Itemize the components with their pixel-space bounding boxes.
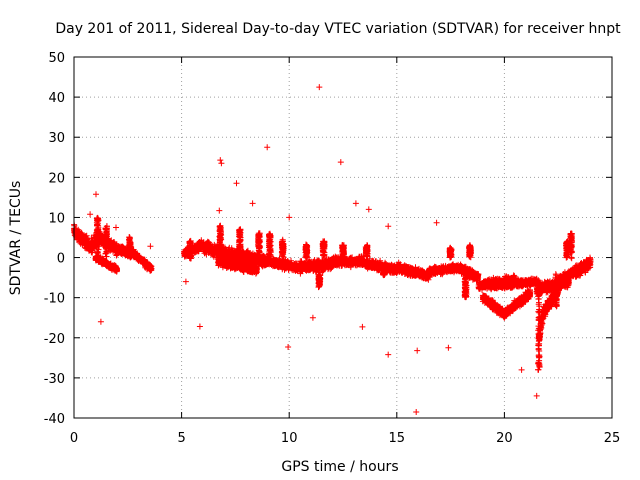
data-point: [83, 236, 90, 243]
chart-title: Day 201 of 2011, Sidereal Day-to-day VTE…: [55, 21, 621, 37]
data-point: [78, 235, 85, 242]
data-point: [115, 247, 122, 254]
data-point: [88, 244, 95, 251]
data-point: [89, 245, 96, 252]
data-point: [116, 246, 122, 253]
data-point: [71, 228, 78, 235]
data-points: [71, 84, 594, 415]
data-point: [82, 241, 89, 247]
